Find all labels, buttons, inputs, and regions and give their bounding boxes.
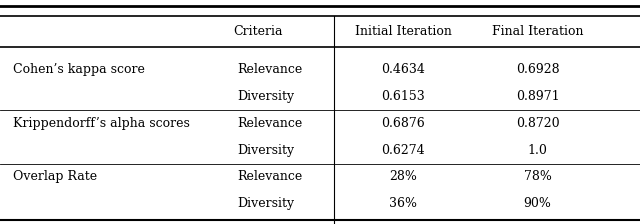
Text: 0.4634: 0.4634	[381, 63, 425, 76]
Text: Diversity: Diversity	[237, 144, 294, 157]
Text: 36%: 36%	[389, 197, 417, 210]
Text: Krippendorff’s alpha scores: Krippendorff’s alpha scores	[13, 117, 189, 130]
Text: Diversity: Diversity	[237, 197, 294, 210]
Text: Relevance: Relevance	[237, 63, 302, 76]
Text: Diversity: Diversity	[237, 90, 294, 103]
Text: 0.8971: 0.8971	[516, 90, 559, 103]
Text: Relevance: Relevance	[237, 117, 302, 130]
Text: Relevance: Relevance	[237, 170, 302, 183]
Text: 1.0: 1.0	[527, 144, 548, 157]
Text: Cohen’s kappa score: Cohen’s kappa score	[13, 63, 145, 76]
Text: 78%: 78%	[524, 170, 552, 183]
Text: 0.6153: 0.6153	[381, 90, 425, 103]
Text: Overlap Rate: Overlap Rate	[13, 170, 97, 183]
Text: 0.8720: 0.8720	[516, 117, 559, 130]
Text: 28%: 28%	[389, 170, 417, 183]
Text: Final Iteration: Final Iteration	[492, 25, 583, 38]
Text: 90%: 90%	[524, 197, 552, 210]
Text: 0.6928: 0.6928	[516, 63, 559, 76]
Text: Criteria: Criteria	[234, 25, 283, 38]
Text: Initial Iteration: Initial Iteration	[355, 25, 452, 38]
Text: 0.6876: 0.6876	[381, 117, 425, 130]
Text: 0.6274: 0.6274	[381, 144, 425, 157]
